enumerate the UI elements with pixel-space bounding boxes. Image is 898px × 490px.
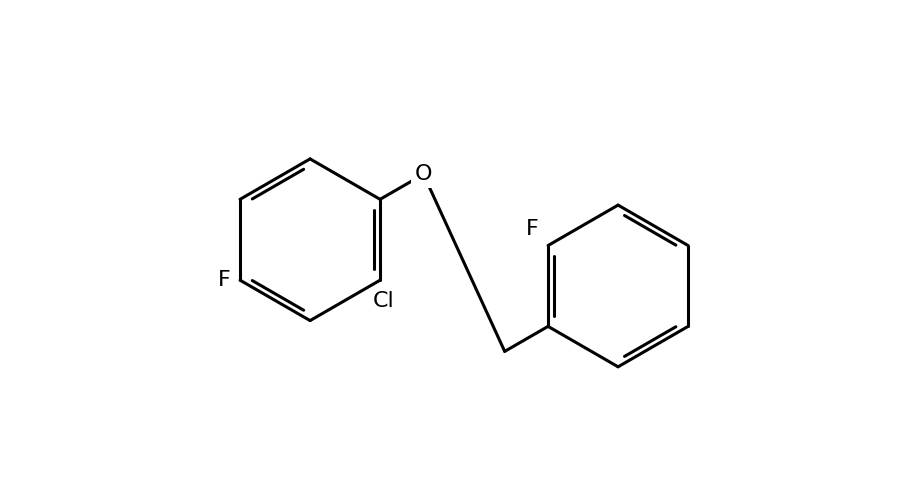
Text: O: O	[415, 164, 432, 184]
Text: Cl: Cl	[373, 291, 395, 311]
Text: F: F	[218, 270, 231, 290]
Text: F: F	[526, 220, 539, 240]
